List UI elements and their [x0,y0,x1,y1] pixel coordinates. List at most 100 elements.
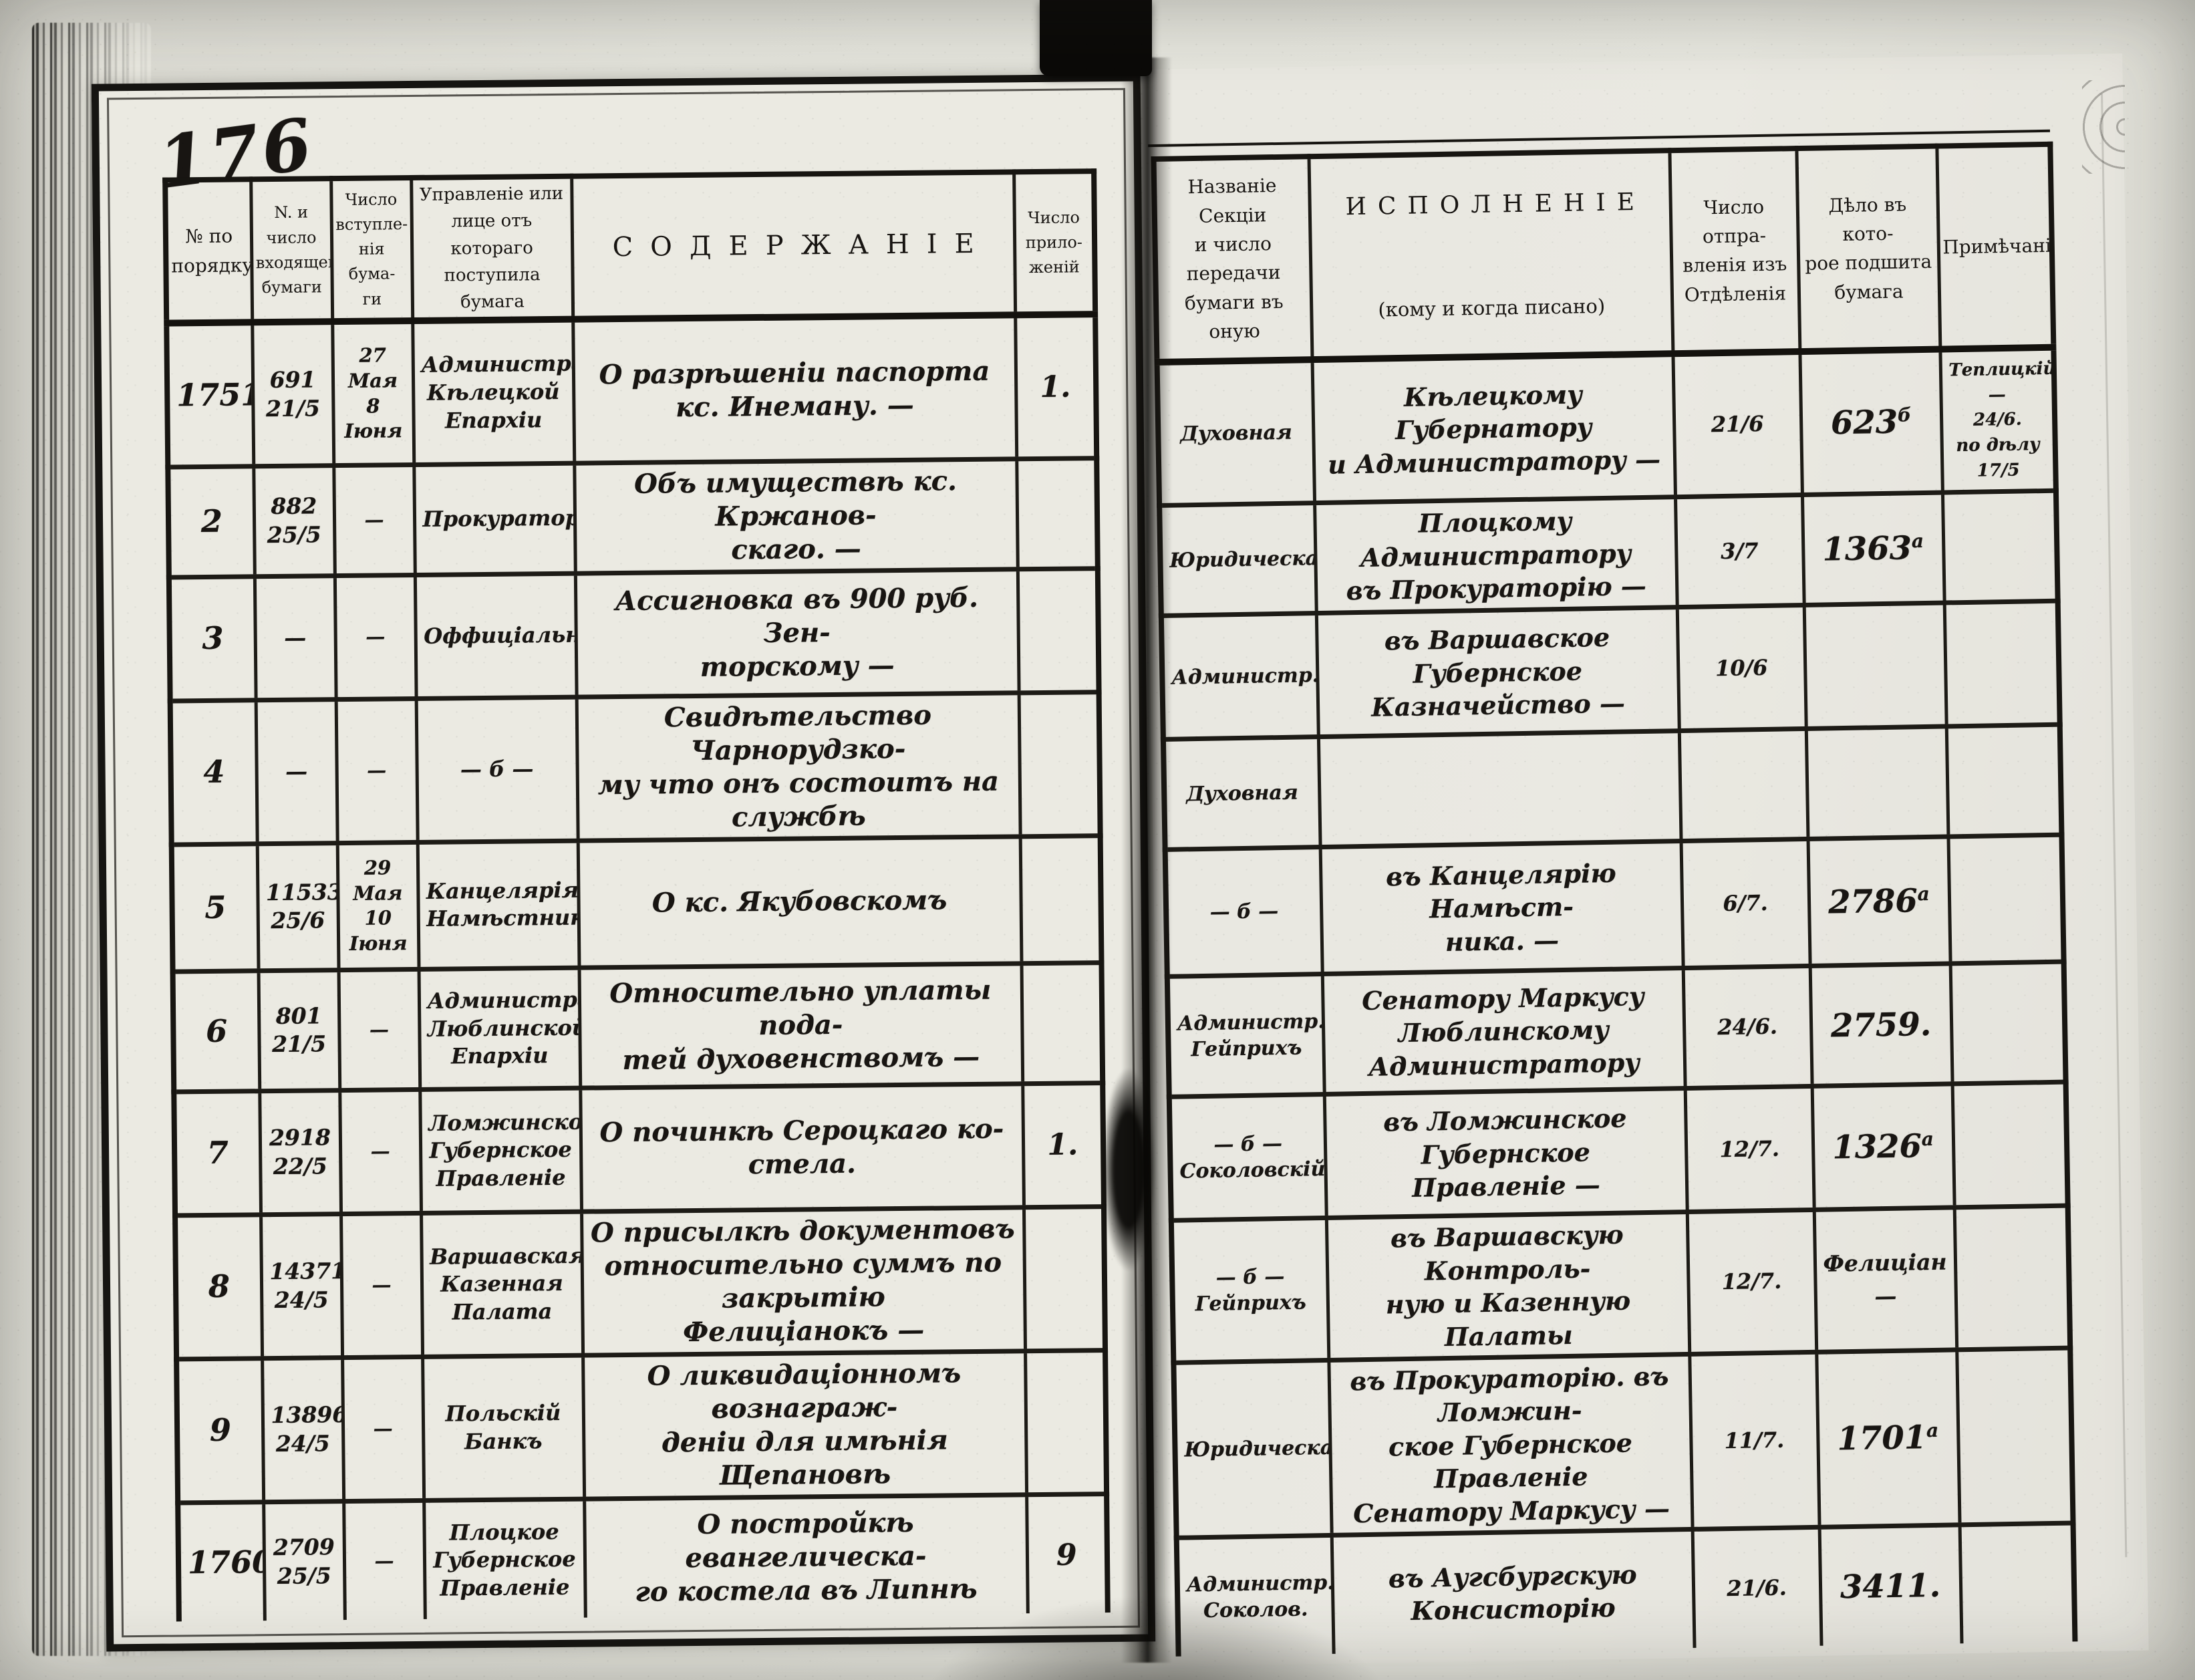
cell-incoming-number: 2709 25/5 [263,1501,345,1621]
column-header-file: Дѣло въ кото- рое подшита бумага [1796,146,1940,352]
table-row: 4 — — — б — Свидѣтельство Чарнорудзко- м… [170,692,1101,845]
cell-section: — б — Гейприхъ [1171,1218,1329,1363]
file-number: 2786 [1827,881,1918,922]
file-number-suffix: а [1921,1128,1934,1151]
cell-receipt-date: — [341,1213,423,1358]
cell-incoming-number: 2918 22/5 [259,1090,341,1215]
table-row: Духовная Кѣлецкому Губернатору и Админис… [1157,347,2056,506]
file-number: Фелиціан— [1823,1248,1947,1310]
table-row: 7 2918 22/5 — Ломжинское Губернское Прав… [174,1083,1104,1216]
cell-sender: Администраторъ Кѣлецкой Епархіи [412,319,575,465]
file-number: 1363 [1821,529,1912,569]
cell-note [1954,1206,2071,1350]
incoming-register-table: № по порядку N. и число входящей бумаги … [162,168,1111,1622]
cell-execution: въ Прокураторію. въ Ломжин- ское Губернс… [1328,1354,1693,1536]
cell-file-number: 2786а [1807,837,1950,966]
file-number-suffix: а [1917,882,1930,905]
column-header-row-number: № по порядку [165,179,253,324]
cell-incoming-number: 801 21/5 [258,970,340,1091]
cell-execution [1318,731,1681,847]
cell-content: Ассигновка въ 900 руб. Зен- торскому — [575,569,1019,698]
spine-ink-smudge [1103,1069,1155,1270]
cell-attachments [1023,1206,1106,1351]
cell-attachments [1017,568,1099,693]
table-header-row: Названіе Секціи и число передачи бумаги … [1153,144,2054,362]
cell-receipt-date: — [335,698,418,843]
column-header-note: Примѣчаніе. [1936,144,2054,349]
table-row: 8 14371 24/5 — Варшавская Казенная Палат… [175,1206,1106,1359]
column-header-execution: ИСПОЛНЕНІЕ (кому и когда писано) [1308,150,1673,360]
cell-section: Духовная [1157,360,1315,506]
cell-file-number: 2759. [1809,964,1952,1087]
column-header-incoming-number: N. и число входящей бумаги [251,178,333,323]
cell-note [1944,601,2060,727]
cell-row-number: 8 [175,1214,263,1359]
cell-row-number: 7 [174,1091,261,1216]
page-crease-marks [2082,80,2125,174]
cell-attachments [1025,1350,1107,1495]
cell-attachments [1020,835,1102,964]
cell-execution: Кѣлецкому Губернатору и Администратору — [1312,354,1676,504]
cell-dispatch-date: 12/7. [1685,1086,1814,1212]
cell-attachments: 1. [1015,314,1097,459]
left-page: 176 № по порядку N. и число входящей бум… [91,74,1156,1652]
cell-dispatch-date: 10/6 [1676,605,1806,732]
cell-row-number: 5 [171,843,259,972]
table-row: Юридическая Плоцкому Администратору въ П… [1159,491,2058,616]
cell-section: — б — [1165,847,1322,977]
right-page: Названіе Секціи и число передачи бумаги … [1140,53,2149,1667]
cell-dispatch-date: 24/6. [1682,966,1812,1089]
cell-note [1946,724,2062,837]
table-row: 2 882 25/5 — Прокураторія Объ имуществѣ … [168,458,1098,577]
cell-incoming-number: 882 25/5 [253,465,335,577]
cell-execution: Плоцкому Администратору въ Прокураторію … [1314,497,1677,613]
cell-row-number: 4 [170,700,257,845]
table-row: 5 11533 25/6 29 Мая 10 Іюня Канцелярія Н… [171,835,1102,972]
file-number: 623 [1830,403,1898,442]
cell-sender: Варшавская Казенная Палата [421,1212,583,1357]
cell-receipt-date: — [343,1500,425,1621]
column-header-dispatch-date: Число отпра- вленія изъ Отдѣленія [1669,148,1800,354]
cell-sender: Ломжинское Губернское Правленіе [420,1088,582,1214]
file-number-suffix: б [1897,404,1912,426]
cell-note [1952,1082,2068,1208]
column-header-content: СОДЕРЖАНІЕ [571,172,1016,320]
cell-file-number: 3411. [1819,1524,1962,1647]
cell-dispatch-date: 21/6 [1672,351,1802,498]
cell-note [1948,835,2064,964]
cell-incoming-number: 14371 24/5 [261,1214,343,1359]
cell-file-number: 1701а [1816,1349,1960,1528]
column-header-attachments: Число прило- женій [1014,171,1096,315]
table-row: Администр. въ Варшавское Губернское Казн… [1161,601,2060,740]
table-row: Духовная [1163,724,2062,850]
file-number-suffix: а [1926,1419,1939,1442]
cell-section: Администр. [1161,613,1318,740]
cell-incoming-number: — [255,699,337,844]
cell-section: Духовная [1163,736,1320,850]
cell-row-number: 1760 [178,1502,265,1622]
table-row: 9 13896 24/5 — Польскій Банкъ О ликвидац… [176,1350,1107,1503]
cell-sender: Польскій Банкъ [422,1355,585,1501]
cell-receipt-date: — [339,1089,422,1214]
cell-incoming-number: 13896 24/5 [262,1357,344,1502]
table-row: Администр. Гейприхъ Сенатору Маркусу Люб… [1167,962,2066,1097]
cell-note: Теплицкій — 24/6. по дѣлу 17/5 [1940,347,2056,493]
cell-dispatch-date: 21/6. [1692,1527,1821,1649]
page-right-edge [2101,94,2128,1558]
cell-attachments [1016,458,1098,569]
cell-receipt-date: 29 Мая 10 Іюня [337,842,419,970]
cell-content: О кс. Якубовскомъ [577,836,1022,968]
file-number: 1701 [1837,1419,1927,1458]
cell-note [1959,1522,2075,1644]
table-row: 3 — — Оффиціально Ассигновка въ 900 руб.… [168,568,1099,701]
table-row: Юридическая въ Прокураторію. въ Ломжин- … [1173,1348,2073,1538]
cell-file-number: 623б [1799,349,1942,495]
column-header-sender: Управленіе или лице отъ котораго поступи… [411,176,573,321]
cell-incoming-number: 691 21/5 [252,321,334,466]
cell-dispatch-date: 12/7. [1687,1210,1817,1355]
binding-tape [1040,0,1152,76]
file-number: 2759. [1830,1005,1932,1045]
cell-execution: въ Канцелярію Намѣст- ника. — [1320,841,1683,974]
cell-receipt-date: — [342,1357,424,1502]
